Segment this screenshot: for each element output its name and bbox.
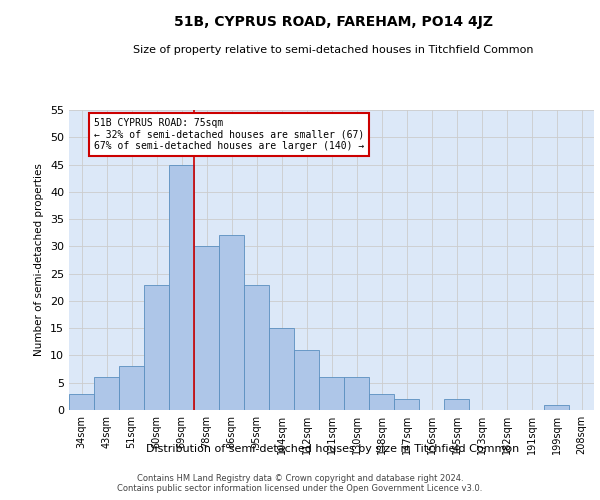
Bar [244, 284, 269, 410]
Bar [94, 378, 119, 410]
Bar [344, 378, 369, 410]
Text: 51B, CYPRUS ROAD, FAREHAM, PO14 4JZ: 51B, CYPRUS ROAD, FAREHAM, PO14 4JZ [173, 15, 493, 29]
Bar [169, 164, 194, 410]
Text: Contains HM Land Registry data © Crown copyright and database right 2024.: Contains HM Land Registry data © Crown c… [137, 474, 463, 483]
Bar [369, 394, 394, 410]
Bar [394, 399, 419, 410]
Bar [319, 378, 344, 410]
Text: Contains public sector information licensed under the Open Government Licence v3: Contains public sector information licen… [118, 484, 482, 493]
Bar [294, 350, 319, 410]
Bar [194, 246, 219, 410]
Bar [444, 399, 469, 410]
Text: Distribution of semi-detached houses by size in Titchfield Common: Distribution of semi-detached houses by … [146, 444, 520, 454]
Bar [144, 284, 169, 410]
Bar [219, 236, 244, 410]
Bar [269, 328, 294, 410]
Bar [69, 394, 94, 410]
Text: Size of property relative to semi-detached houses in Titchfield Common: Size of property relative to semi-detach… [133, 45, 533, 55]
Bar [119, 366, 144, 410]
Text: 51B CYPRUS ROAD: 75sqm
← 32% of semi-detached houses are smaller (67)
67% of sem: 51B CYPRUS ROAD: 75sqm ← 32% of semi-det… [94, 118, 364, 152]
Bar [544, 404, 569, 410]
Y-axis label: Number of semi-detached properties: Number of semi-detached properties [34, 164, 44, 356]
